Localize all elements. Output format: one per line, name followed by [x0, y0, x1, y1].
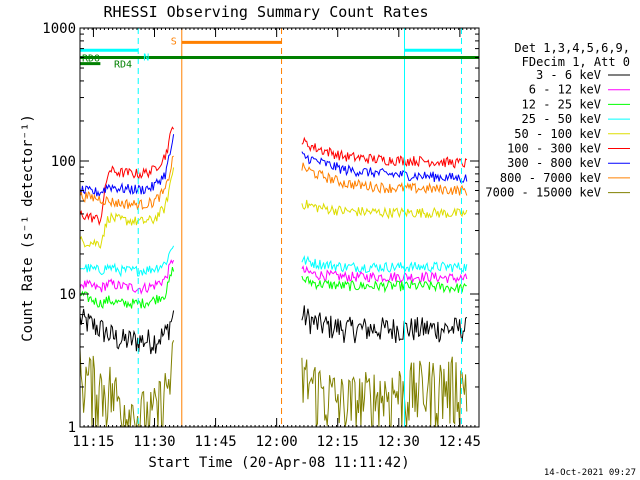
legend-header-2: FDecim 1, Att 0 — [522, 55, 630, 69]
legend: Det 1,3,4,5,6,9, FDecim 1, Att 0 3 - 6 k… — [485, 41, 630, 200]
series-segment-before — [79, 167, 175, 249]
series-segment-before — [79, 266, 175, 309]
legend-label: 3 - 6 keV — [536, 68, 601, 82]
legend-label: 25 - 50 keV — [522, 112, 601, 126]
series-segment-after — [301, 162, 468, 196]
series-segment-before — [79, 340, 175, 429]
series-50-100-kev — [79, 167, 468, 249]
x-axis-label: Start Time (20-Apr-08 11:11:42) — [148, 455, 409, 471]
series-segment-before — [79, 134, 175, 198]
x-axis-ticks: 11:15 11:30 11:45 12:00 12:15 12:30 12:45 — [72, 28, 481, 450]
legend-label: 7000 - 15000 keV — [485, 186, 601, 200]
flag-n: N — [80, 48, 462, 63]
x-tick-label: 12:15 — [317, 434, 359, 450]
series-segment-before — [80, 245, 175, 278]
flag-rd4: RD4 — [80, 60, 132, 71]
flag-label: S — [171, 36, 177, 47]
series-800-7000-kev — [79, 155, 468, 211]
footer-date: 14-Oct-2021 09:27 — [544, 468, 636, 478]
y-tick-label: 1 — [68, 420, 76, 436]
legend-label: 12 - 25 keV — [522, 97, 601, 111]
x-tick-label: 11:15 — [72, 434, 114, 450]
legend-label: 300 - 800 keV — [507, 156, 601, 170]
x-tick-label: 12:45 — [439, 434, 481, 450]
legend-label: 800 - 7000 keV — [500, 171, 601, 185]
series-segment-after — [301, 151, 468, 183]
y-axis-ticks: 1 10 100 1000 — [42, 21, 479, 436]
series-100-300-kev — [79, 126, 468, 227]
y-tick-label: 10 — [59, 287, 76, 303]
series-segment-after — [301, 199, 468, 220]
legend-label: 6 - 12 keV — [529, 83, 601, 97]
x-tick-label: 12:00 — [256, 434, 298, 450]
series-segment-before — [79, 259, 175, 295]
series-segment-after — [301, 265, 468, 284]
series-12-25-kev — [79, 266, 467, 309]
legend-label: 100 - 300 keV — [507, 142, 601, 156]
x-tick-label: 11:45 — [195, 434, 237, 450]
y-axis-label: Count Rate (s⁻¹ detector⁻¹) — [20, 114, 36, 342]
series-segment-after — [301, 136, 468, 169]
y-tick-label: 100 — [51, 154, 76, 170]
series-segment-before — [79, 308, 175, 355]
series-3-6-kev — [79, 305, 468, 355]
series-segment-before — [79, 126, 175, 227]
x-tick-label: 12:30 — [378, 434, 420, 450]
series-segment-after — [301, 305, 468, 344]
series-25-50-kev — [80, 245, 468, 278]
chart-title: RHESSI Observing Summary Count Rates — [103, 3, 428, 21]
series-segment-before — [79, 155, 174, 211]
legend-label: 50 - 100 keV — [514, 127, 601, 141]
series-6-12-kev — [79, 259, 468, 295]
y-tick-label: 1000 — [42, 21, 76, 37]
plot-area: RDO RD4 S N — [79, 28, 479, 429]
x-tick-label: 11:30 — [133, 434, 175, 450]
series-300-800-kev — [79, 134, 468, 198]
flag-label: N — [143, 52, 149, 63]
flag-label: RDO — [82, 54, 100, 65]
flag-s: S — [171, 36, 282, 47]
flag-label: RD4 — [114, 60, 132, 71]
series-segment-after — [301, 254, 468, 274]
series-segment-after — [301, 356, 468, 428]
legend-header-1: Det 1,3,4,5,6,9, — [514, 41, 630, 55]
flag-rdo: RDO — [80, 54, 479, 65]
series-segment-after — [301, 275, 467, 294]
